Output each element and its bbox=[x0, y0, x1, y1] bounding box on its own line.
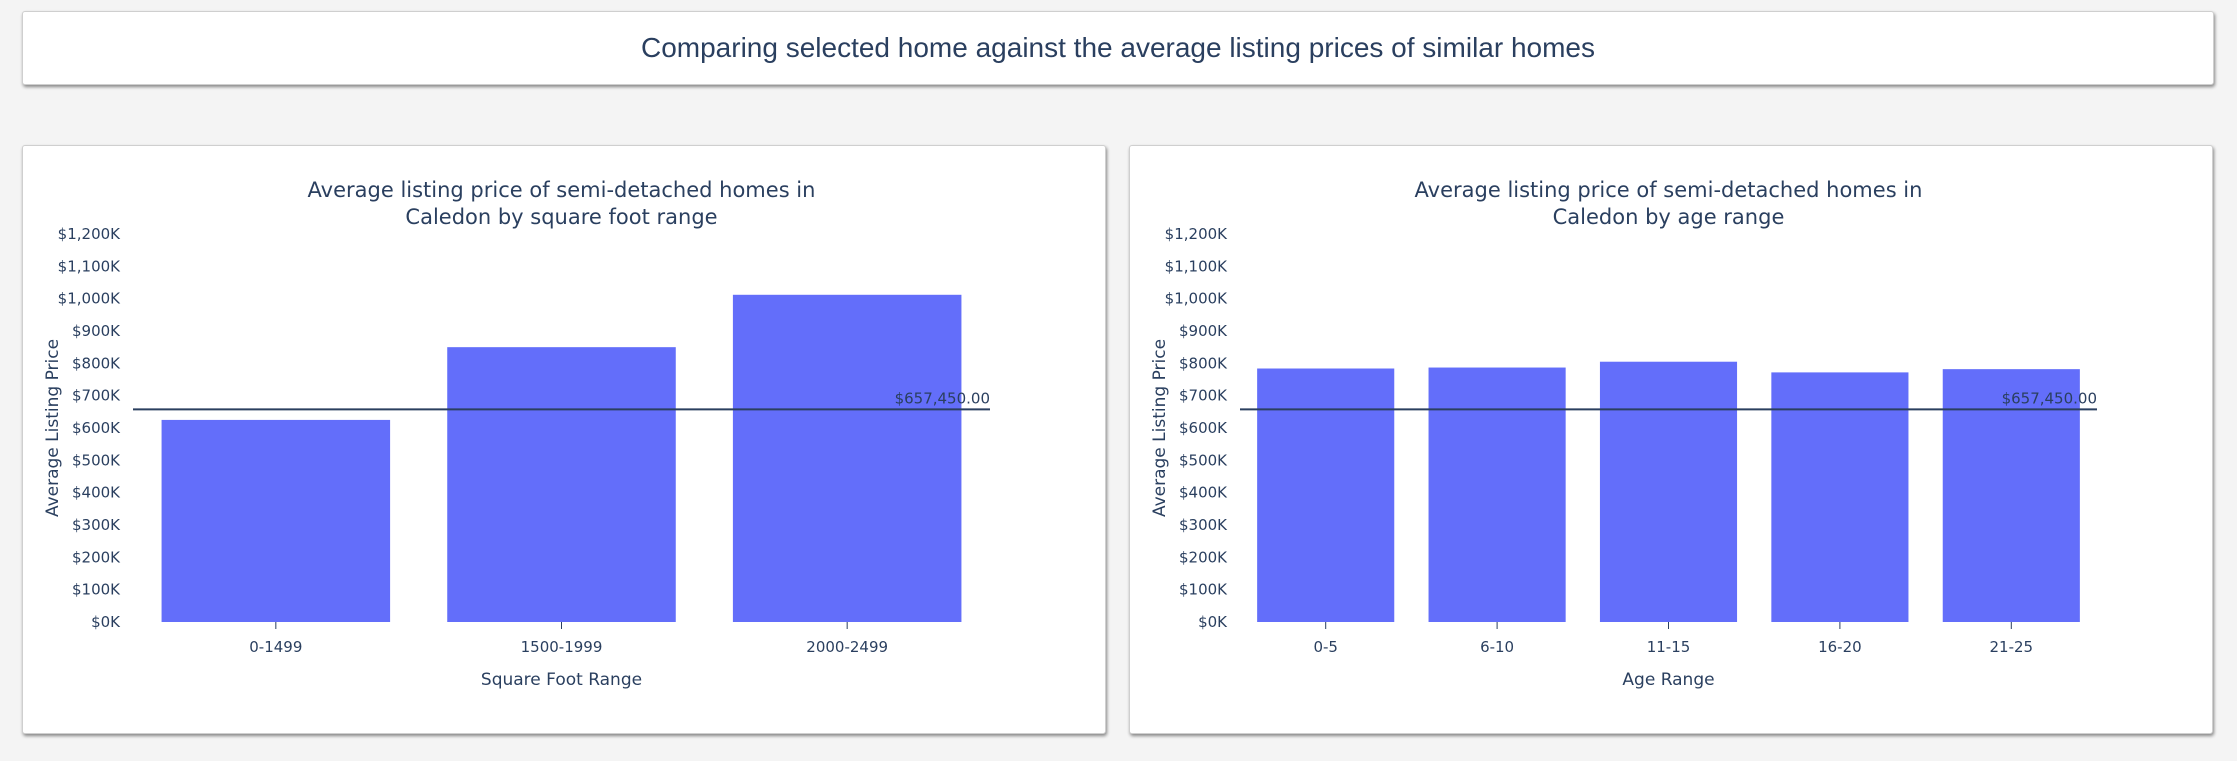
y-tick-label: $300K bbox=[1179, 516, 1228, 534]
x-axis-title: Age Range bbox=[1622, 670, 1714, 690]
x-tick-label: 0-5 bbox=[1313, 638, 1338, 656]
bar-16-20[interactable] bbox=[1771, 372, 1909, 622]
chart-title-line: Caledon by age range bbox=[1553, 205, 1785, 229]
x-tick-label: 1500-1999 bbox=[521, 638, 603, 656]
bar-11-15[interactable] bbox=[1599, 361, 1738, 622]
selected-home-price-label: $657,450.00 bbox=[895, 389, 990, 407]
chart-card-age: Average listing price of semi-detached h… bbox=[1129, 145, 2213, 734]
bar-21-25[interactable] bbox=[1942, 369, 2080, 622]
bar-0-5[interactable] bbox=[1257, 368, 1395, 622]
y-tick-label: $200K bbox=[72, 548, 121, 566]
y-tick-label: $0K bbox=[1198, 613, 1228, 631]
y-tick-label: $200K bbox=[1179, 548, 1228, 566]
x-tick-label: 21-25 bbox=[1990, 638, 2034, 656]
page-title: Comparing selected home against the aver… bbox=[640, 32, 1596, 63]
y-tick-label: $1,200K bbox=[58, 225, 121, 243]
y-tick-label: $600K bbox=[72, 419, 121, 437]
y-tick-label: $300K bbox=[72, 516, 121, 534]
y-tick-label: $800K bbox=[72, 354, 121, 372]
x-tick-label: 6-10 bbox=[1480, 638, 1514, 656]
y-tick-label: $800K bbox=[1179, 354, 1228, 372]
y-tick-label: $1,100K bbox=[1165, 257, 1228, 275]
x-tick-label: 16-20 bbox=[1818, 638, 1862, 656]
chart-title-line: Average listing price of semi-detached h… bbox=[1415, 178, 1923, 202]
x-tick-label: 11-15 bbox=[1647, 638, 1691, 656]
y-tick-label: $900K bbox=[1179, 322, 1228, 340]
chart-square-foot-range[interactable]: Average listing price of semi-detached h… bbox=[23, 146, 1105, 733]
x-tick-label: 0-1499 bbox=[249, 638, 302, 656]
y-tick-label: $500K bbox=[72, 451, 121, 469]
chart-card-square-foot: Average listing price of semi-detached h… bbox=[22, 145, 1106, 734]
bar-6-10[interactable] bbox=[1428, 367, 1566, 622]
y-tick-label: $1,200K bbox=[1165, 225, 1228, 243]
y-tick-label: $500K bbox=[1179, 451, 1228, 469]
y-tick-label: $100K bbox=[72, 581, 121, 599]
y-axis-title: Average Listing Price bbox=[1150, 339, 1170, 517]
y-tick-label: $700K bbox=[1179, 387, 1228, 405]
x-axis-title: Square Foot Range bbox=[481, 670, 642, 690]
y-tick-label: $100K bbox=[1179, 581, 1228, 599]
y-tick-label: $900K bbox=[72, 322, 121, 340]
x-tick-label: 2000-2499 bbox=[806, 638, 888, 656]
y-tick-label: $400K bbox=[72, 484, 121, 502]
y-tick-label: $600K bbox=[1179, 419, 1228, 437]
bar-2000-2499[interactable] bbox=[732, 294, 962, 622]
y-axis-title: Average Listing Price bbox=[43, 339, 63, 517]
header-card: Comparing selected home against the aver… bbox=[22, 11, 2214, 85]
selected-home-price-label: $657,450.00 bbox=[2002, 389, 2097, 407]
chart-title-line: Caledon by square foot range bbox=[405, 205, 717, 229]
bar-0-1499[interactable] bbox=[161, 419, 391, 622]
bar-1500-1999[interactable] bbox=[447, 347, 676, 622]
y-tick-label: $1,000K bbox=[1165, 290, 1228, 308]
y-tick-label: $0K bbox=[91, 613, 121, 631]
chart-age-range[interactable]: Average listing price of semi-detached h… bbox=[1130, 146, 2212, 733]
y-tick-label: $400K bbox=[1179, 484, 1228, 502]
chart-title-line: Average listing price of semi-detached h… bbox=[308, 178, 816, 202]
y-tick-label: $1,000K bbox=[58, 290, 121, 308]
y-tick-label: $1,100K bbox=[58, 257, 121, 275]
y-tick-label: $700K bbox=[72, 387, 121, 405]
